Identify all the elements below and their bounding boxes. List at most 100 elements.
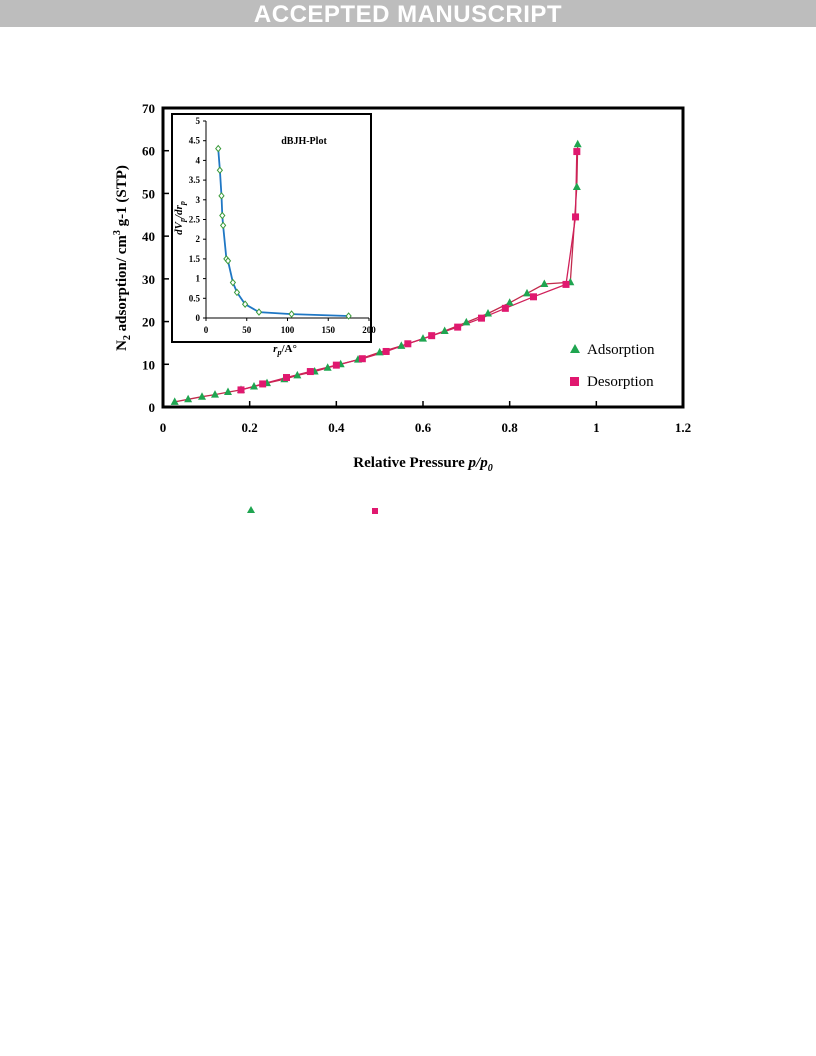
adsorption-point <box>170 397 179 405</box>
inset-x-tick-label: 200 <box>362 325 376 335</box>
legend-label-adsorption: Adsorption <box>587 342 655 358</box>
y-tick-label: 70 <box>142 101 155 116</box>
desorption-point <box>358 355 366 363</box>
inset-data-point <box>215 144 222 153</box>
y-axis-label: N2 adsorption/ cm3 g-1 (STP) <box>112 165 133 351</box>
x-tick-label: 1.2 <box>675 420 691 435</box>
stray-square-marker <box>372 508 378 514</box>
inset-title: dBJH-Plot <box>281 136 327 147</box>
legend-marker-desorption <box>570 377 579 386</box>
adsorption-point <box>293 370 302 379</box>
adsorption-point <box>198 392 206 400</box>
inset-data-point <box>216 166 224 175</box>
adsorption-point <box>224 387 232 396</box>
y-tick-label: 40 <box>142 229 155 244</box>
y-tick-label: 10 <box>142 357 155 372</box>
adsorption-point <box>375 347 384 356</box>
inset-axis-ticks: 0 50 100 150 200 0 0.5 1 1.5 2 2.5 3 3.5 4 4.5 5 <box>189 116 377 335</box>
stray-triangle-marker <box>247 506 255 513</box>
inset-y-tick-label: 2 <box>196 234 201 244</box>
inset-data-point <box>241 300 249 308</box>
inset-data-point <box>345 312 352 320</box>
adsorption-point <box>540 279 549 287</box>
y-tick-label: 20 <box>142 315 155 330</box>
adsorption-point <box>419 334 427 342</box>
x-axis-label: Relative Pressure p/p0 <box>353 455 492 474</box>
desorption-point <box>478 314 485 322</box>
desorption-point <box>259 380 267 388</box>
inset-y-tick-label: 5 <box>196 116 201 126</box>
inset-series-layer <box>215 144 352 320</box>
inset-data-point <box>229 278 237 287</box>
main-series-layer <box>170 139 582 405</box>
inset-y-tick-label: 4.5 <box>189 136 201 146</box>
inset-y-tick-label: 2.5 <box>189 215 201 225</box>
desorption-point <box>573 148 581 156</box>
adsorption-point <box>572 182 581 191</box>
inset-x-tick-label: 100 <box>281 325 295 335</box>
adsorption-point <box>462 317 471 326</box>
x-tick-label: 0.2 <box>242 420 258 435</box>
adsorption-point <box>505 298 514 306</box>
inset-data-point <box>288 310 295 318</box>
adsorption-point <box>323 363 332 371</box>
adsorption-point <box>484 308 492 317</box>
desorption-point <box>562 280 570 288</box>
inset-y-axis-label: dVp/drp <box>173 201 187 235</box>
x-tick-label: 0 <box>160 420 167 435</box>
desorption-point <box>237 386 245 394</box>
inset-data-point <box>233 288 241 297</box>
desorption-point <box>530 293 537 301</box>
inset-x-tick-label: 0 <box>204 325 209 335</box>
inset-x-tick-label: 150 <box>322 325 336 335</box>
adsorption-point <box>250 381 258 390</box>
desorption-point <box>428 332 436 340</box>
dbjh-inset-chart: dBJH-Plot 0 50 100 150 200 0 0.5 1 1.5 2 2.5 3 3.5 4 4… <box>171 113 377 357</box>
inset-x-tick-label: 50 <box>242 325 252 335</box>
desorption-point <box>382 347 390 355</box>
inset-y-tick-label: 1 <box>196 274 201 284</box>
desorption-point <box>332 361 340 369</box>
y-tick-label: 0 <box>149 400 156 415</box>
inset-y-tick-label: 3.5 <box>189 175 201 185</box>
adsorption-point <box>397 341 406 349</box>
accepted-manuscript-banner: ACCEPTED MANUSCRIPT <box>0 0 816 28</box>
inset-y-tick-label: 3 <box>196 195 201 205</box>
y-tick-label: 60 <box>142 144 155 159</box>
inset-frame <box>171 113 372 343</box>
inset-data-point <box>224 257 232 265</box>
desorption-point <box>306 368 314 376</box>
stray-legend-markers <box>247 506 378 514</box>
inset-y-tick-label: 0.5 <box>189 293 201 303</box>
desorption-point <box>572 213 580 221</box>
inset-data-point <box>255 308 263 316</box>
adsorption-point <box>211 390 219 398</box>
legend-marker-adsorption <box>570 344 580 353</box>
inset-data-point <box>219 221 227 230</box>
desorption-point <box>404 340 412 348</box>
desorption-point <box>454 323 462 331</box>
desorption-point <box>501 304 509 312</box>
x-tick-label: 0.6 <box>415 420 432 435</box>
adsorption-point <box>523 288 531 297</box>
adsorption-point <box>440 326 449 334</box>
y-tick-label: 30 <box>142 272 155 287</box>
inset-y-tick-label: 0 <box>196 313 201 323</box>
adsorption-point <box>184 394 193 403</box>
x-tick-label: 1 <box>593 420 600 435</box>
inset-x-axis-label: rp/A° <box>273 343 297 357</box>
x-tick-label: 0.4 <box>328 420 345 435</box>
inset-y-tick-label: 4 <box>196 155 201 165</box>
x-tick-label: 0.8 <box>502 420 519 435</box>
y-tick-label: 50 <box>142 186 155 201</box>
adsorption-point <box>573 139 582 148</box>
inset-data-point <box>219 211 226 220</box>
desorption-point <box>283 374 290 382</box>
inset-data-point <box>218 192 225 200</box>
inset-y-tick-label: 1.5 <box>189 254 201 264</box>
legend-label-desorption: Desorption <box>587 374 654 390</box>
legend: Adsorption Desorption <box>570 342 655 390</box>
